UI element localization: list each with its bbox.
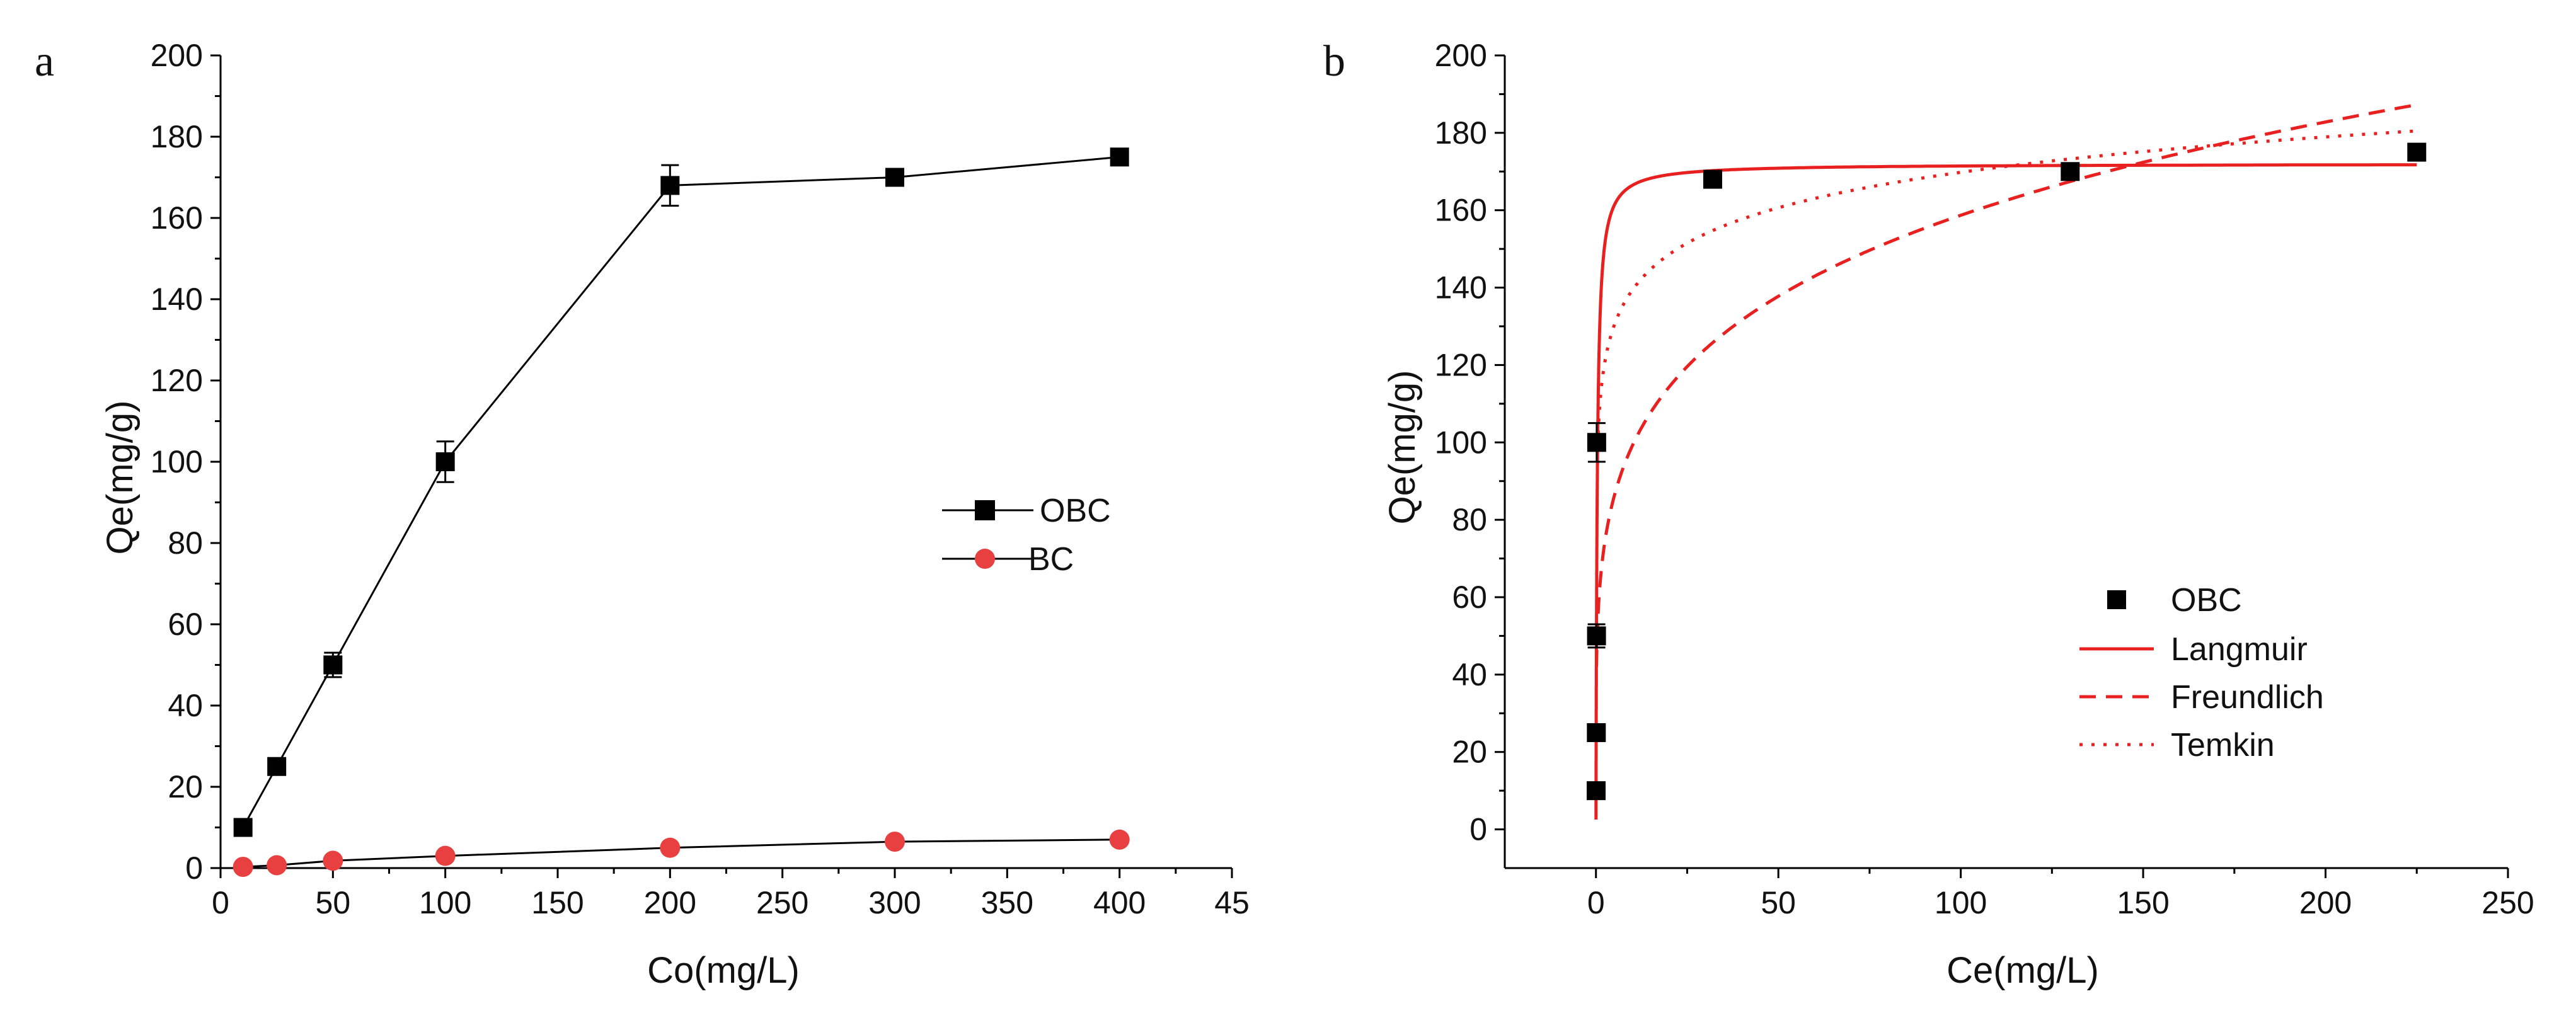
- series-obc-point: [885, 168, 904, 187]
- panel-a-y-tick-label: 0: [185, 850, 203, 886]
- series-obc-point: [435, 452, 455, 471]
- panel-b-y-axis-title: Qe(mg/g): [1382, 370, 1423, 525]
- panel-b-y-tick-label: 120: [1435, 347, 1487, 382]
- legend-obc-marker: [2107, 590, 2126, 609]
- panel-b-x-tick-label: 200: [2299, 885, 2352, 920]
- panel-b-y-tick-label: 60: [1452, 580, 1487, 615]
- series-obc-point: [1110, 147, 1129, 167]
- obc-data-point: [1587, 723, 1606, 742]
- obc-data-point: [1587, 626, 1606, 646]
- panel-b-y-tick-label: 100: [1435, 425, 1487, 460]
- panel-a-legend: OBC BC: [942, 493, 1111, 578]
- panel-a-y-tick-label: 20: [168, 769, 203, 804]
- panel-b-x-tick-label: 50: [1761, 885, 1796, 920]
- obc-data-point: [1587, 433, 1606, 452]
- panel-a-x-axis-title: Co(mg/L): [647, 950, 800, 991]
- legend-obc-label: OBC: [2171, 582, 2242, 619]
- panel-a-y-tick-label: 40: [168, 688, 203, 723]
- panel-b-x-tick-label: 100: [1935, 885, 1987, 920]
- panel-a-x-tick-label: 0: [212, 885, 229, 920]
- series-bc-point: [323, 850, 343, 871]
- obc-data-point: [1587, 781, 1606, 801]
- panel-a-label: a: [35, 37, 54, 86]
- series-bc-line: [243, 838, 1120, 868]
- panel-a-x-tick-label: 100: [419, 885, 471, 920]
- series-bc-point: [885, 832, 905, 852]
- obc-data-point: [2407, 142, 2427, 162]
- panel-b-label: b: [1323, 37, 1345, 86]
- panel-b-x-axis-title: Ce(mg/L): [1946, 950, 2099, 991]
- obc-data-point: [1703, 169, 1722, 189]
- series-obc-line: [242, 156, 1120, 828]
- legend-temkin-label: Temkin: [2171, 727, 2275, 764]
- series-obc-point: [660, 176, 680, 195]
- panel-a-x-tick-label: 300: [868, 885, 921, 920]
- panel-a-y-tick-label: 120: [151, 363, 203, 398]
- panel-b-chart: b Ce(mg/L) Qe(mg/g) 0 50 100 150 200 250 0 20 40…: [1323, 37, 2534, 991]
- panel-a-y-tick-label: 140: [151, 282, 203, 317]
- panel-a-x-tick-label: 400: [1093, 885, 1146, 920]
- panel-a-x-tick-label: 50: [316, 885, 351, 920]
- series-obc-point: [233, 818, 253, 837]
- series-obc-point: [267, 757, 287, 776]
- panel-b-y-tick-label: 140: [1435, 270, 1487, 306]
- panel-a-x-tick-label: 250: [756, 885, 808, 920]
- panel-b-y-tick-label: 0: [1469, 812, 1487, 847]
- series-obc-point: [323, 655, 343, 675]
- panel-b-legend: OBC Langmuir Freundlich Temkin: [2079, 582, 2324, 764]
- series-bc-point: [435, 845, 456, 866]
- panel-b-y-tick-label: 200: [1435, 38, 1487, 73]
- fit-temkin-curve: [1596, 129, 2417, 434]
- panel-b-y-tick-label: 20: [1452, 735, 1487, 770]
- panel-a-x-tick-label: 200: [644, 885, 696, 920]
- panel-a-y-tick-label: 100: [151, 444, 203, 479]
- panel-a-y-axis-title: Qe(mg/g): [100, 401, 141, 555]
- panel-a-x-tick-label: 350: [981, 885, 1033, 920]
- panel-b-x-tick-label: 0: [1587, 885, 1605, 920]
- obc-data-point: [2061, 162, 2080, 181]
- panel-a-y-tick-label: 160: [151, 200, 203, 236]
- panel-a-x-tick-label: 150: [531, 885, 584, 920]
- fit-freundlich-curve: [1595, 103, 2417, 666]
- series-bc-point: [267, 855, 287, 876]
- panel-a-chart: a Co(mg/L) Qe(mg/g) 0 50 100 150 200 250 300 35…: [35, 37, 1250, 991]
- panel-a-y-tick-label: 80: [168, 525, 203, 561]
- panel-b-y-tick-label: 160: [1435, 193, 1487, 228]
- panel-a-y-tick-label: 200: [151, 38, 203, 73]
- panel-a-y-tick-label: 60: [168, 607, 203, 642]
- legend-obc-marker: [975, 500, 995, 520]
- panel-b-y-tick-label: 80: [1452, 502, 1487, 537]
- legend-langmuir-label: Langmuir: [2171, 631, 2308, 668]
- fit-langmuir-curve: [1594, 163, 2417, 820]
- panel-b-y-tick-label: 40: [1452, 657, 1487, 692]
- panel-b-x-tick-label: 250: [2481, 885, 2534, 920]
- legend-bc-marker: [975, 549, 995, 569]
- legend-freundlich-label: Freundlich: [2171, 679, 2324, 716]
- legend-bc-label: BC: [1028, 541, 1074, 578]
- panel-b-y-tick-label: 180: [1435, 115, 1487, 151]
- series-bc-point: [1109, 829, 1130, 850]
- panel-a-y-tick-label: 180: [151, 119, 203, 154]
- series-bc-point: [233, 857, 253, 878]
- series-bc-point: [660, 837, 681, 858]
- panel-a-x-tick-label: 45: [1214, 885, 1250, 920]
- legend-obc-label: OBC: [1040, 493, 1111, 529]
- panel-b-x-tick-label: 150: [2117, 885, 2169, 920]
